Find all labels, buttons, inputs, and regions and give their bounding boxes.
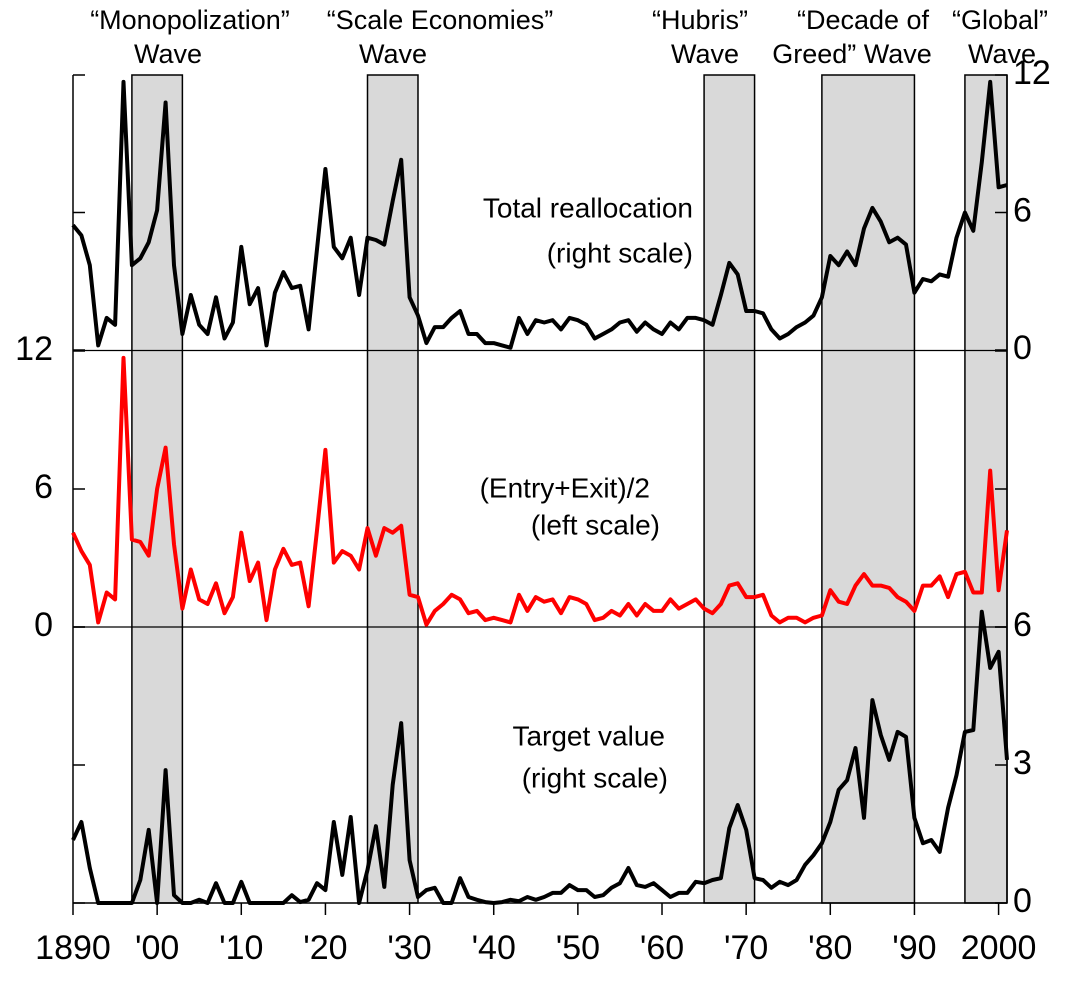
wave-shade — [703, 74, 756, 904]
y-tick-label: 6 — [34, 468, 53, 506]
y-tick-label: 0 — [1013, 882, 1032, 920]
series-label: (left scale) — [531, 509, 660, 540]
y-tick-label: 0 — [1013, 329, 1032, 367]
series-line — [71, 609, 1009, 905]
wave-label: Wave — [134, 39, 202, 69]
series-line — [71, 79, 1008, 350]
wave-label: “Scale Economies” — [327, 5, 554, 35]
x-tick-label: 1890 — [35, 929, 111, 967]
wave-label: Greed” Wave — [772, 39, 932, 69]
x-tick-label: '90 — [892, 929, 936, 967]
x-tick-label: '60 — [640, 929, 684, 967]
x-tick-label: '10 — [219, 929, 263, 967]
y-tick-label: 0 — [34, 606, 53, 644]
x-tick-label: '50 — [556, 929, 600, 967]
x-tick-label: '40 — [472, 929, 516, 967]
y-tick-label: 6 — [1013, 191, 1032, 229]
x-tick-label: '00 — [135, 929, 179, 967]
wave-label: Wave — [671, 39, 739, 69]
wave-label: “Decade of — [797, 5, 930, 35]
wave-label: “Monopolization” — [90, 5, 290, 35]
y-tick-label: 12 — [1013, 54, 1051, 92]
series-label: (right scale) — [522, 762, 668, 793]
wave-label: “Global” — [952, 5, 1048, 35]
series-label: Total reallocation — [483, 192, 693, 223]
series-line — [71, 355, 1009, 627]
x-tick-label: '80 — [808, 929, 852, 967]
x-tick-label: '20 — [303, 929, 347, 967]
y-tick-label: 3 — [1013, 744, 1032, 782]
series-label: (Entry+Exit)/2 — [480, 472, 650, 503]
wave-label: Wave — [359, 39, 427, 69]
series-label: (right scale) — [547, 237, 693, 268]
x-tick-label: '70 — [724, 929, 768, 967]
wave-shade — [366, 74, 419, 904]
x-tick-label: 2000 — [961, 929, 1037, 967]
wave-label: Wave — [968, 39, 1036, 69]
wave-label: “Hubris” — [652, 5, 748, 35]
series-label: Target value — [512, 720, 665, 751]
y-tick-label: 6 — [1013, 606, 1032, 644]
y-tick-label: 12 — [15, 330, 53, 368]
x-tick-label: '30 — [387, 929, 431, 967]
